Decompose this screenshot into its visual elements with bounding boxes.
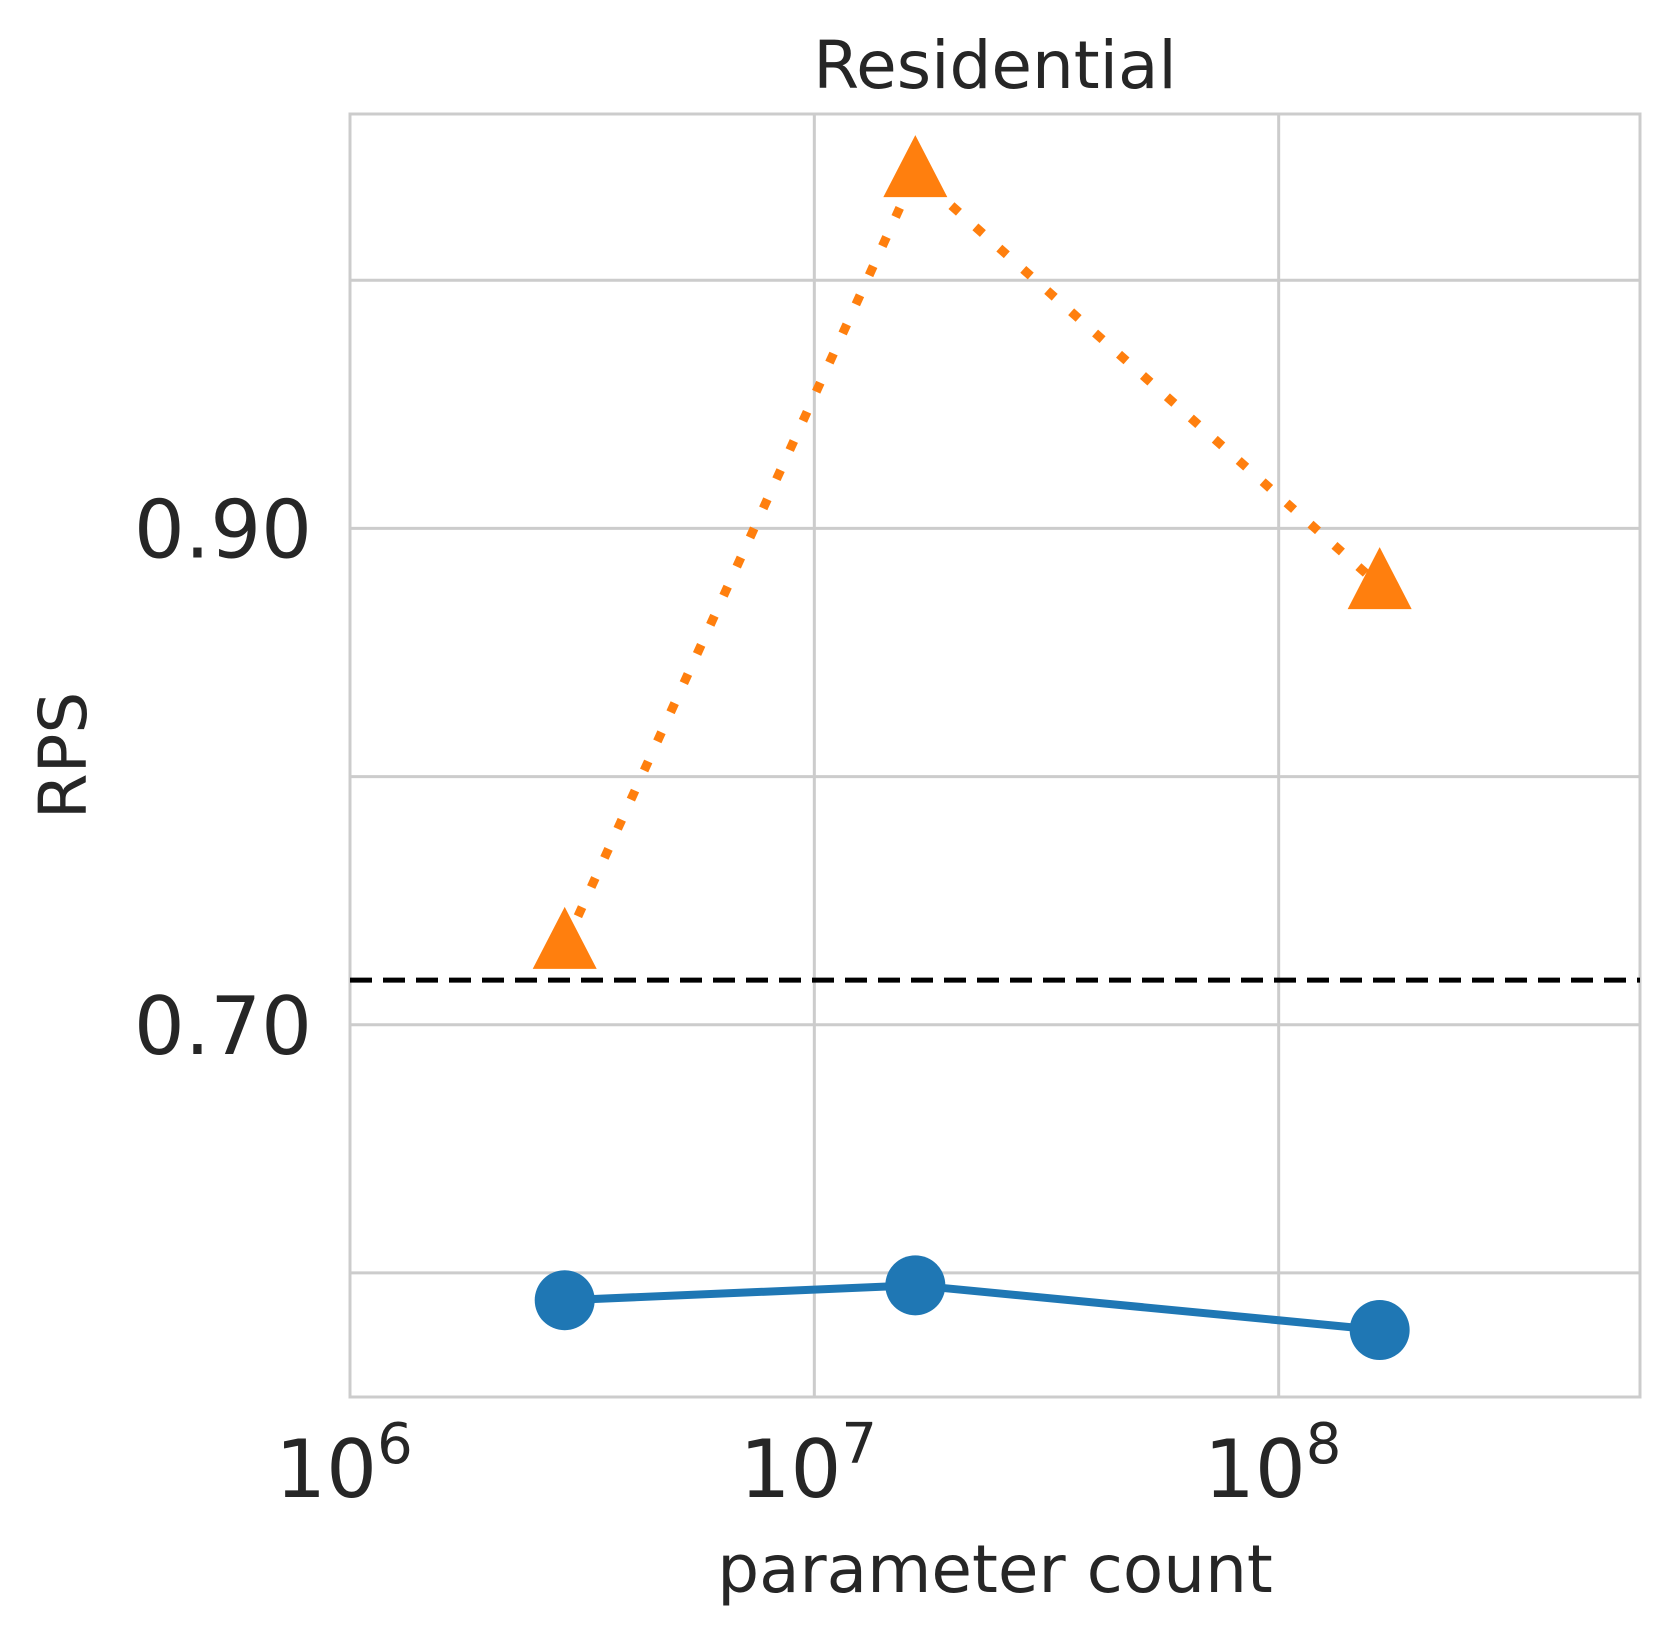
x-tick-exponent: 6	[377, 1412, 413, 1477]
triangle-marker	[1347, 547, 1412, 610]
circle-marker	[1349, 1299, 1410, 1360]
x-tick-label: 108	[1204, 1412, 1341, 1516]
y-tick-label: 0.70	[134, 980, 312, 1073]
circle-marker	[534, 1270, 595, 1331]
series-line	[560, 166, 1383, 948]
series-line	[564, 1281, 1381, 1334]
x-tick-base: 10	[275, 1423, 377, 1516]
plot-frame	[348, 112, 1642, 1399]
x-tick-exponent: 8	[1306, 1412, 1342, 1477]
y-tick-label: 0.90	[134, 483, 312, 576]
grid	[348, 114, 1640, 1397]
triangle-marker	[532, 906, 597, 969]
y-axis-label: RPS	[25, 692, 102, 820]
x-tick-exponent: 7	[841, 1412, 877, 1477]
x-tick-label: 106	[275, 1412, 412, 1516]
series-group	[532, 135, 1412, 1360]
x-tick-base: 10	[740, 1423, 842, 1516]
x-tick-label: 107	[740, 1412, 877, 1516]
x-tick-base: 10	[1204, 1423, 1306, 1516]
circle-marker	[885, 1255, 946, 1316]
triangle-marker	[883, 135, 948, 198]
chart-title: Residential	[813, 27, 1177, 104]
x-axis-label: parameter count	[717, 1531, 1273, 1608]
